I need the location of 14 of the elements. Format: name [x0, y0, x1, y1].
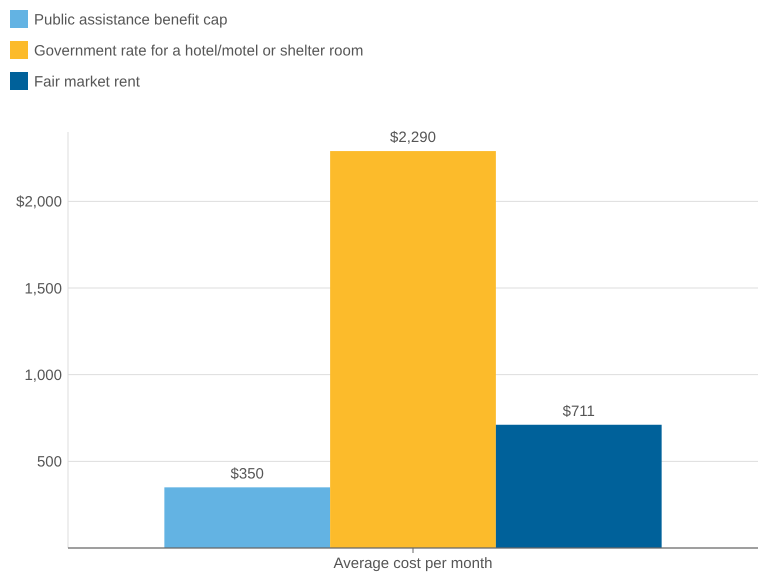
data-label: $2,290 [390, 129, 436, 146]
y-tick-label: $2,000 [16, 194, 62, 211]
bar [164, 487, 330, 548]
bar [496, 424, 662, 548]
legend-label: Public assistance benefit cap [34, 11, 228, 28]
data-label: $350 [230, 465, 264, 482]
data-label: $711 [562, 402, 595, 420]
y-tick-label: 1,000 [24, 366, 62, 384]
x-tick-label: Average cost per month [334, 555, 492, 572]
y-tick-label: 500 [36, 454, 62, 471]
bar [330, 151, 496, 548]
legend-label: Fair market rent [34, 73, 141, 90]
y-tick-label: 1,500 [24, 280, 62, 298]
legend-label: Government rate for a hotel/motel or shelter room [34, 42, 364, 60]
